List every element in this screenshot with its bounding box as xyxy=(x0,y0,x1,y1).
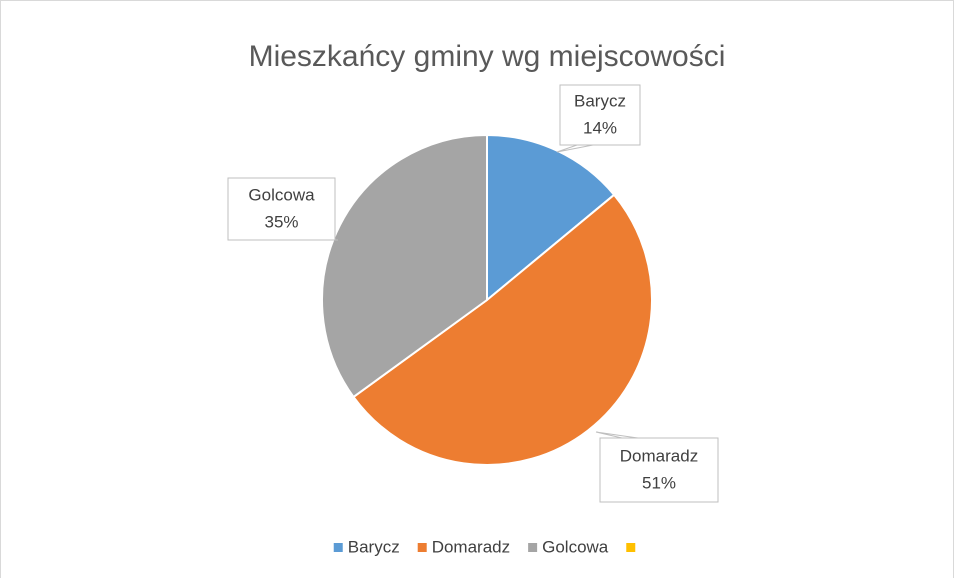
legend-swatch xyxy=(528,543,538,552)
pie-slice xyxy=(352,193,653,466)
data-label-value: 35% xyxy=(264,212,298,231)
data-label-box xyxy=(559,84,641,146)
label-callout xyxy=(595,431,639,439)
legend-label: Barycz xyxy=(348,537,400,556)
legend-swatch xyxy=(417,543,427,552)
data-label-value: 51% xyxy=(642,473,676,492)
data-label-name: Domaradz xyxy=(620,446,698,465)
data-label-name: Barycz xyxy=(574,91,626,110)
chart-title: Mieszkańcy gminy wg miejscowości xyxy=(249,40,726,73)
legend-label: Golcowa xyxy=(542,537,609,556)
pie-slice xyxy=(486,133,616,303)
legend-swatch xyxy=(333,543,343,552)
data-label-box xyxy=(227,177,336,241)
label-callout xyxy=(556,144,594,153)
data-label-name: Golcowa xyxy=(248,185,315,204)
data-label-box xyxy=(599,437,719,503)
data-label-value: 14% xyxy=(583,118,617,137)
legend-swatch xyxy=(626,543,636,552)
pie-slice xyxy=(321,133,488,399)
legend-label: Domaradz xyxy=(432,537,510,556)
